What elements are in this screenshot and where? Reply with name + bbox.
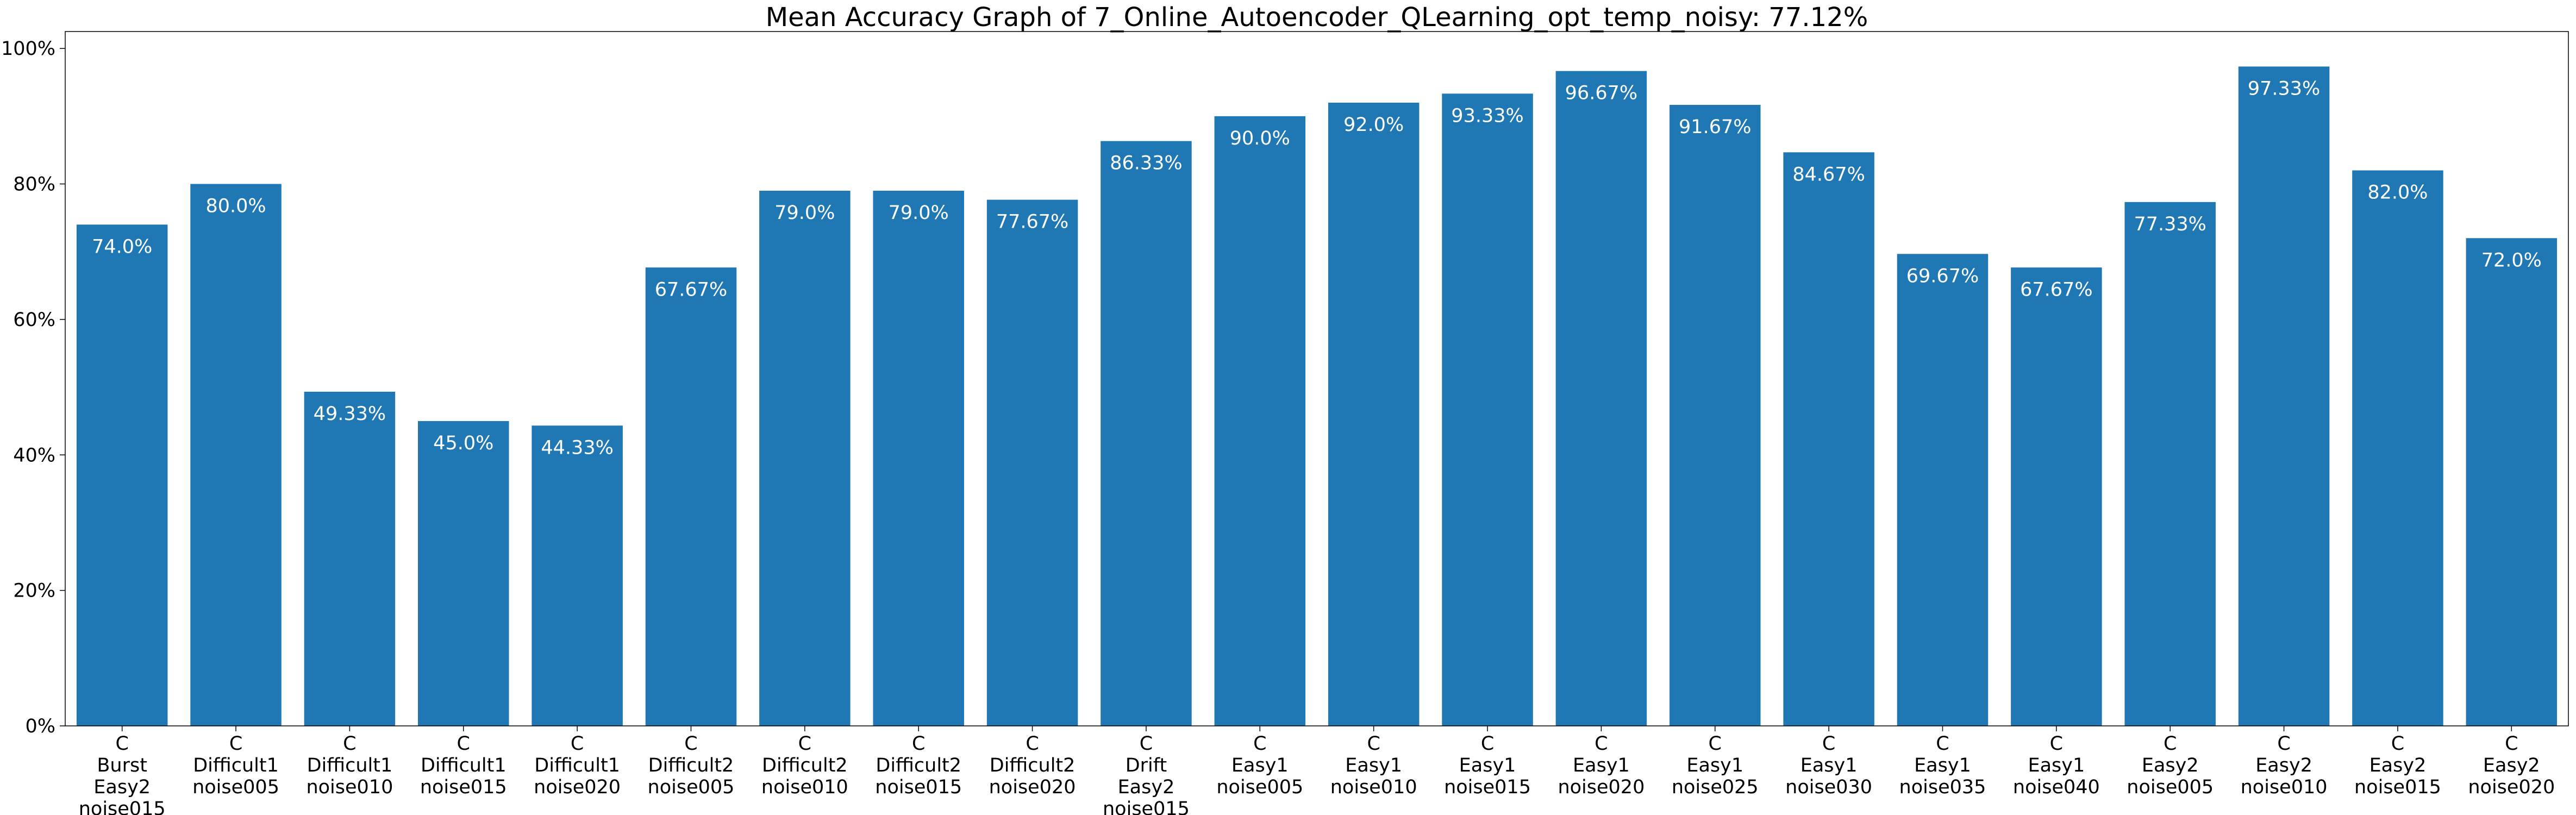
bar-value-label-20: 82.0% (2367, 182, 2428, 204)
x-tick-label-7: C Difficult2 noise015 (875, 733, 962, 798)
bar-value-label-10: 90.0% (1230, 128, 1290, 149)
x-tick-label-19: C Easy2 noise010 (2241, 733, 2328, 798)
bar-value-label-9: 86.33% (1110, 153, 1182, 174)
bar-value-label-6: 79.0% (774, 202, 835, 224)
bar-5 (645, 267, 737, 726)
x-tick-label-10: C Easy1 noise005 (1216, 733, 1303, 798)
bar-9 (1101, 141, 1192, 726)
bar-11 (1328, 102, 1420, 726)
x-tick-label-16: C Easy1 noise035 (1899, 733, 1986, 798)
bar-value-label-12: 93.33% (1451, 105, 1523, 127)
chart-title: Mean Accuracy Graph of 7_Online_Autoenco… (766, 2, 1868, 33)
x-tick-label-21: C Easy2 noise020 (2468, 733, 2555, 798)
bar-4 (532, 425, 623, 726)
bar-value-label-5: 67.67% (655, 279, 727, 300)
bar-value-label-0: 74.0% (92, 236, 152, 258)
x-tick-label-14: C Easy1 noise025 (1672, 733, 1759, 798)
x-tick-label-3: C Difficult1 noise015 (420, 733, 507, 798)
bar-value-label-3: 45.0% (433, 432, 493, 454)
x-tick-label-13: C Easy1 noise020 (1558, 733, 1645, 798)
x-tick-label-12: C Easy1 noise015 (1444, 733, 1531, 798)
bar-16 (1897, 254, 1989, 726)
bar-21 (2466, 238, 2558, 726)
x-tick-label-20: C Easy2 noise015 (2354, 733, 2441, 798)
x-tick-label-2: C Difficult1 noise010 (306, 733, 393, 798)
x-tick-label-1: C Difficult1 noise005 (192, 733, 279, 798)
x-tick-label-11: C Easy1 noise010 (1330, 733, 1417, 798)
y-tick-label-3: 60% (13, 309, 55, 331)
x-tick-label-15: C Easy1 noise030 (1785, 733, 1872, 798)
bar-19 (2238, 66, 2330, 726)
y-tick-label-1: 20% (13, 580, 55, 602)
bar-14 (1670, 105, 1761, 726)
x-tick-label-8: C Difficult2 noise020 (989, 733, 1076, 798)
y-axis: 0% 20% 40% 60% 80% 100% (1, 38, 65, 737)
x-tick-label-6: C Difficult2 noise010 (761, 733, 848, 798)
bar-value-label-1: 80.0% (205, 196, 266, 217)
plot-frame (65, 31, 2569, 726)
y-tick-label-4: 80% (13, 174, 55, 196)
bar-value-label-19: 97.33% (2248, 78, 2320, 99)
y-tick-label-0: 0% (25, 716, 55, 737)
bar-8 (986, 199, 1078, 726)
bar-value-label-14: 91.67% (1679, 116, 1751, 138)
x-tick-label-9: C Drift Easy2 noise015 (1103, 733, 1190, 815)
bar-value-label-18: 77.33% (2134, 214, 2206, 235)
bar-value-label-8: 77.67% (996, 211, 1068, 233)
x-tick-label-0: C Burst Easy2 noise015 (79, 733, 166, 815)
bar-0 (76, 224, 168, 726)
bar-3 (418, 421, 509, 726)
x-tick-label-17: C Easy1 noise040 (2013, 733, 2100, 798)
bar-value-label-4: 44.33% (541, 437, 613, 459)
bar-value-label-16: 69.67% (1906, 265, 1979, 287)
x-tick-label-4: C Difficult1 noise020 (534, 733, 621, 798)
bar-value-label-21: 72.0% (2481, 249, 2542, 271)
x-axis: C Burst Easy2 noise015 C Difficult1 noise005 C D… (79, 726, 2555, 815)
bar-15 (1783, 152, 1874, 726)
bar-12 (1442, 93, 1533, 726)
bar-value-label-17: 67.67% (2020, 279, 2092, 300)
bar-value-label-15: 84.67% (1792, 164, 1865, 185)
x-tick-label-5: C Difficult2 noise005 (648, 733, 735, 798)
bar-7 (873, 191, 964, 726)
bar-10 (1214, 116, 1306, 726)
value-labels-group: 74.0% 80.0% 49.33% 45.0% 44.33% 67.67% 79.0% 79… (92, 78, 2542, 459)
bar-value-label-11: 92.0% (1343, 114, 1404, 136)
bar-18 (2124, 202, 2216, 726)
bar-value-label-13: 96.67% (1565, 83, 1637, 104)
bar-2 (304, 391, 396, 726)
bar-13 (1555, 71, 1647, 726)
y-tick-label-2: 40% (13, 444, 55, 466)
bars-group (76, 66, 2558, 726)
bar-17 (2011, 267, 2102, 726)
y-tick-label-5: 100% (1, 38, 55, 60)
bar-1 (190, 184, 282, 726)
bar-20 (2352, 170, 2443, 726)
x-tick-label-18: C Easy2 noise005 (2127, 733, 2214, 798)
bar-value-label-2: 49.33% (314, 403, 386, 425)
bar-value-label-7: 79.0% (889, 202, 949, 224)
bar-6 (759, 191, 851, 726)
